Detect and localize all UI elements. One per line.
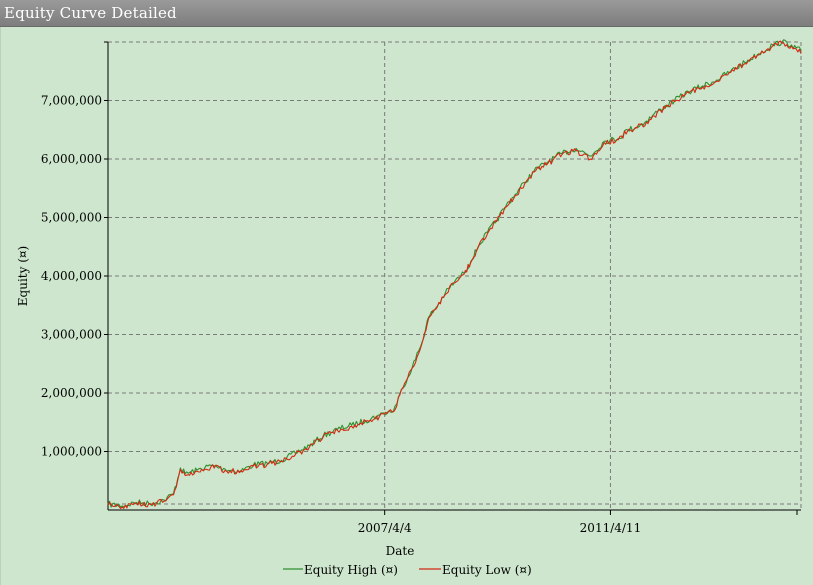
x-tick-label: 2011/4/11 xyxy=(580,521,642,535)
series-lines xyxy=(107,39,802,510)
x-tick-label: 2007/4/4 xyxy=(358,521,412,535)
y-axis-title: Equity (¤) xyxy=(16,246,30,306)
y-tick-label: 2,000,000 xyxy=(41,386,102,400)
window-title: Equity Curve Detailed xyxy=(4,4,177,22)
y-tick-label: 5,000,000 xyxy=(41,211,102,225)
y-ticks: 1,000,000 2,000,000 3,000,000 4,000,000 5,00… xyxy=(41,41,108,459)
chart-frame xyxy=(0,27,813,585)
window-titlebar: Equity Curve Detailed xyxy=(0,0,813,27)
grid xyxy=(108,41,802,510)
y-tick-label: 7,000,000 xyxy=(41,94,102,108)
series-line-equity-low xyxy=(107,40,802,510)
legend-label-equity-low: Equity Low (¤) xyxy=(442,563,532,577)
y-tick-label: 3,000,000 xyxy=(41,328,102,342)
x-ticks: 2007/4/4 2011/4/11 xyxy=(358,510,798,535)
series-line-equity-high xyxy=(107,39,802,508)
y-tick-label: 4,000,000 xyxy=(41,269,102,283)
legend-label-equity-high: Equity High (¤) xyxy=(304,563,398,577)
y-tick-label: 6,000,000 xyxy=(41,152,102,166)
legend: Equity High (¤) Equity Low (¤) xyxy=(283,563,532,577)
x-axis-title: Date xyxy=(386,544,415,558)
y-tick-label: 1,000,000 xyxy=(41,445,102,459)
